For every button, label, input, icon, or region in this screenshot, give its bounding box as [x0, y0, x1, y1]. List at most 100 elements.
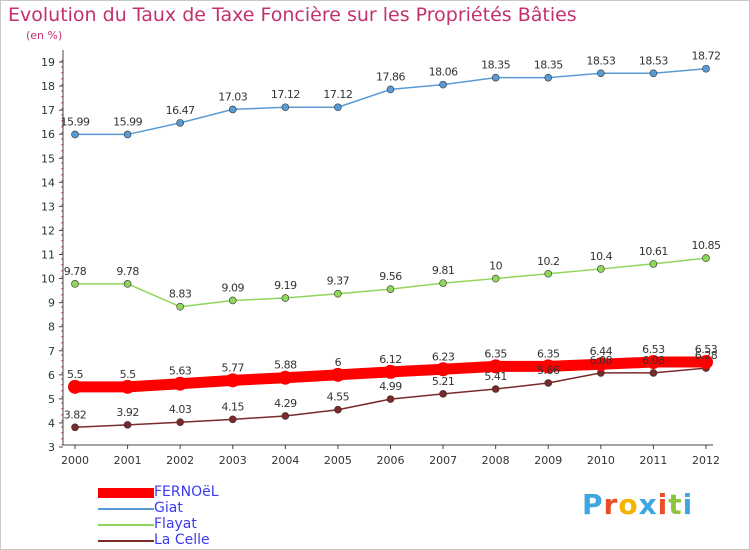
- data-point-la-celle: [176, 418, 184, 427]
- data-label-la-celle: 4.99: [379, 380, 402, 393]
- y-tick-label: 11: [41, 249, 55, 262]
- x-tick-label: 2009: [534, 454, 562, 467]
- data-label-ferno-l: 6.35: [537, 347, 560, 360]
- data-point-ferno-l: [173, 376, 188, 391]
- legend-swatch: [98, 508, 154, 510]
- data-point-flayat: [649, 260, 658, 268]
- data-label-giat: 18.53: [586, 54, 615, 67]
- legend-label: La Celle: [154, 532, 210, 548]
- data-label-ferno-l: 5.77: [222, 361, 245, 374]
- data-label-flayat: 9.09: [222, 281, 245, 294]
- data-label-giat: 17.12: [323, 88, 352, 101]
- data-point-flayat: [228, 296, 237, 305]
- data-point-giat: [386, 85, 395, 94]
- data-label-la-celle: 6.08: [642, 354, 665, 367]
- data-point-la-celle: [281, 412, 290, 420]
- legend-label: FERNOëL: [154, 484, 219, 500]
- data-label-ferno-l: 5.88: [274, 359, 297, 372]
- data-label-la-celle: 5.66: [537, 364, 560, 377]
- legend-swatch: [98, 524, 154, 526]
- data-label-giat: 18.35: [481, 59, 510, 72]
- data-point-la-celle: [228, 415, 237, 424]
- data-label-la-celle: 6.08: [590, 354, 613, 367]
- data-label-giat: 17.03: [218, 90, 247, 103]
- data-point-giat: [597, 69, 605, 78]
- data-point-la-celle: [439, 390, 447, 398]
- data-point-ferno-l: [383, 364, 398, 379]
- x-tick-label: 2010: [587, 454, 615, 467]
- data-point-giat: [334, 103, 342, 112]
- proxiti-logo: Proxiti: [582, 488, 693, 521]
- y-tick-label: 4: [48, 417, 55, 430]
- logo-letter: x: [638, 488, 658, 521]
- data-point-giat: [649, 69, 658, 78]
- chart-title: Evolution du Taux de Taxe Foncière sur l…: [8, 4, 577, 26]
- data-point-la-celle: [123, 421, 132, 429]
- logo-letter: t: [668, 488, 683, 521]
- data-label-flayat: 9.78: [64, 265, 87, 278]
- logo-letter: o: [618, 488, 639, 521]
- x-tick-label: 2003: [219, 454, 247, 467]
- logo-letter: P: [582, 488, 604, 521]
- y-tick-label: 6: [48, 369, 55, 382]
- data-point-flayat: [597, 265, 605, 273]
- data-point-giat: [228, 105, 237, 114]
- data-label-ferno-l: 6.35: [484, 347, 507, 360]
- data-point-giat: [281, 103, 290, 112]
- data-point-flayat: [544, 269, 553, 278]
- data-label-flayat: 9.19: [274, 279, 297, 292]
- data-point-ferno-l: [593, 357, 608, 372]
- data-point-la-celle: [386, 395, 395, 403]
- data-point-giat: [544, 73, 553, 82]
- data-label-ferno-l: 6.53: [695, 343, 718, 356]
- data-label-la-celle: 5.21: [432, 375, 455, 388]
- x-tick-label: 2008: [482, 454, 510, 467]
- data-label-ferno-l: 6.23: [432, 350, 455, 363]
- data-label-la-celle: 3.92: [116, 406, 139, 419]
- logo-letter: i: [682, 488, 694, 521]
- data-point-ferno-l: [488, 359, 503, 374]
- y-tick-label: 5: [48, 393, 55, 406]
- data-label-giat: 18.35: [534, 59, 563, 72]
- data-point-flayat: [491, 274, 500, 283]
- data-label-ferno-l: 5.63: [169, 365, 192, 378]
- data-label-giat: 17.86: [376, 70, 405, 83]
- y-tick-label: 18: [41, 80, 55, 93]
- data-label-la-celle: 6.28: [695, 349, 718, 362]
- y-tick-label: 8: [48, 321, 55, 334]
- data-point-la-celle: [491, 385, 500, 393]
- data-label-la-celle: 3.82: [64, 408, 87, 421]
- data-point-giat: [439, 80, 447, 89]
- y-tick-label: 10: [41, 273, 55, 286]
- data-label-ferno-l: 5.5: [120, 368, 136, 381]
- data-label-giat: 18.72: [692, 50, 721, 63]
- data-label-giat: 15.99: [61, 115, 90, 128]
- data-point-ferno-l: [225, 373, 240, 388]
- legend-swatch: [98, 488, 154, 498]
- data-label-giat: 16.47: [166, 104, 195, 117]
- y-tick-label: 16: [41, 128, 55, 141]
- data-label-ferno-l: 6: [335, 356, 342, 369]
- data-point-ferno-l: [278, 370, 293, 385]
- data-label-ferno-l: 6.12: [379, 353, 402, 366]
- data-point-ferno-l: [68, 379, 82, 394]
- data-label-flayat: 10.85: [692, 239, 721, 252]
- data-label-flayat: 9.37: [327, 275, 350, 288]
- data-label-flayat: 10.4: [590, 250, 613, 263]
- y-tick-label: 15: [41, 152, 55, 165]
- x-tick-label: 2005: [324, 454, 352, 467]
- logo-letter: r: [603, 488, 619, 521]
- data-label-la-celle: 4.03: [169, 403, 192, 416]
- data-point-flayat: [334, 289, 342, 298]
- legend-label: Giat: [154, 500, 183, 516]
- y-tick-label: 9: [48, 297, 55, 310]
- y-tick-label: 14: [41, 176, 55, 189]
- data-point-giat: [491, 73, 500, 82]
- data-point-giat: [71, 130, 79, 139]
- data-label-ferno-l: 6.53: [642, 343, 665, 356]
- data-point-flayat: [176, 302, 184, 311]
- data-label-la-celle: 4.29: [274, 397, 297, 410]
- data-point-ferno-l: [646, 355, 661, 370]
- data-label-flayat: 10.61: [639, 245, 668, 258]
- data-point-la-celle: [649, 369, 658, 377]
